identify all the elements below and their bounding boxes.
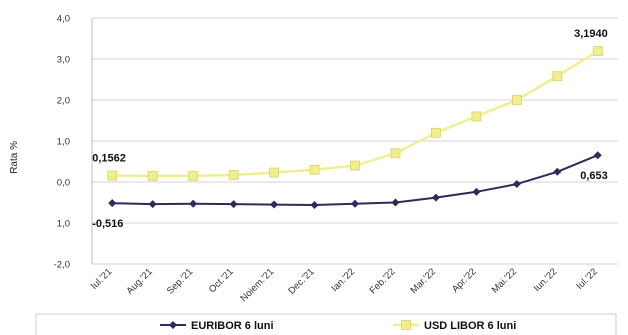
data-point — [229, 200, 238, 209]
x-tick-label: Iul.'21 — [89, 266, 115, 292]
x-tick-label: Ian.'22 — [329, 266, 357, 294]
x-tick-label: Mai.'22 — [490, 266, 519, 295]
data-point — [431, 193, 440, 202]
data-label: 0,653 — [580, 170, 608, 182]
data-point — [189, 199, 198, 208]
legend-label: EURIBOR 6 luni — [191, 320, 274, 332]
series-line — [112, 49, 599, 178]
y-tick-label: -2,0 — [54, 260, 70, 271]
x-tick-label: Iul.'22 — [574, 266, 600, 292]
y-tick-label: 1,0 — [57, 219, 70, 230]
x-tick-label: Feb.'22 — [368, 266, 398, 296]
legend-label: USD LIBOR 6 luni — [424, 320, 516, 332]
y-tick-label: 2,0 — [57, 96, 70, 107]
y-tick-label: 1,0 — [57, 137, 70, 148]
data-point — [592, 46, 603, 56]
data-point — [512, 180, 521, 189]
data-point — [108, 199, 117, 208]
data-point — [310, 200, 319, 209]
legend-marker-swatch — [169, 321, 177, 329]
x-tick-label: Sep.'21 — [165, 266, 195, 296]
data-point — [147, 170, 158, 181]
legend-box — [35, 313, 617, 335]
data-point — [350, 160, 360, 171]
y-axis-title: Rata % — [9, 141, 20, 174]
data-point — [148, 200, 157, 209]
data-point — [390, 148, 401, 159]
x-tick-label: Dec.'21 — [286, 266, 316, 296]
data-label: -0,516 — [92, 218, 123, 230]
x-tick-label: Apr.'22 — [450, 266, 478, 294]
data-point — [431, 127, 441, 138]
x-tick-label: Mar.'22 — [408, 266, 438, 296]
data-point — [188, 170, 199, 181]
data-point — [391, 198, 400, 207]
y-tick-label: 3,0 — [57, 55, 70, 66]
y-tick-label: 4,0 — [57, 14, 70, 25]
data-point — [511, 95, 522, 105]
x-tick-label: Oct.'21 — [207, 266, 236, 295]
x-tick-label: Aug.'21 — [124, 266, 154, 296]
data-point — [107, 170, 118, 181]
data-point — [553, 167, 562, 176]
data-point — [593, 151, 602, 160]
data-point — [270, 200, 279, 209]
data-point — [472, 187, 481, 196]
data-point — [351, 199, 359, 208]
legend-marker-swatch — [401, 320, 411, 330]
data-point — [269, 167, 279, 178]
data-point — [552, 71, 563, 82]
data-point — [471, 111, 482, 122]
data-label: 3,1940 — [574, 28, 608, 40]
data-label: 0,1562 — [92, 153, 126, 165]
y-tick-label: 0,0 — [57, 178, 70, 189]
data-point — [309, 164, 320, 175]
data-point — [228, 170, 239, 180]
x-tick-label: Noiem.'21 — [238, 266, 276, 304]
x-tick-label: Iun.'22 — [532, 266, 560, 294]
